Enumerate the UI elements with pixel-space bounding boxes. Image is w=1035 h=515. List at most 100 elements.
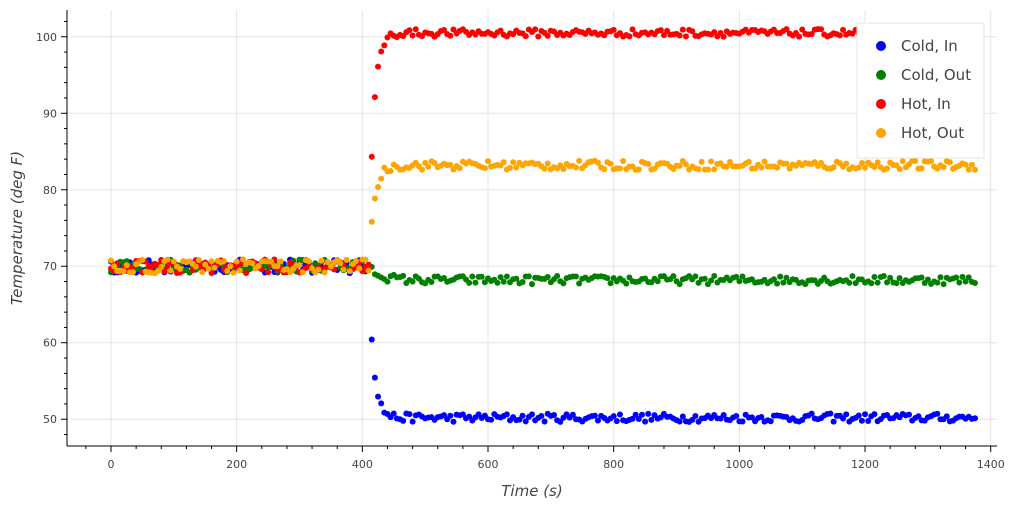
data-point	[519, 412, 526, 419]
legend-label[interactable]: Hot, Out	[901, 124, 964, 142]
data-point	[346, 268, 353, 275]
data-point	[503, 411, 510, 418]
data-point	[406, 411, 413, 418]
data-point	[447, 161, 454, 168]
data-point	[519, 279, 526, 286]
legend-label[interactable]: Hot, In	[901, 95, 951, 113]
data-point	[538, 413, 545, 420]
data-point	[818, 26, 825, 33]
data-point	[616, 165, 623, 172]
data-point	[572, 273, 579, 280]
data-point	[365, 261, 372, 268]
data-point	[679, 26, 686, 33]
data-point	[726, 159, 733, 166]
data-point	[387, 168, 394, 175]
data-point	[610, 413, 617, 420]
data-point	[441, 27, 448, 34]
data-point	[299, 269, 306, 276]
legend-label[interactable]: Cold, In	[901, 37, 958, 55]
data-point	[865, 417, 872, 424]
data-point	[554, 272, 561, 279]
data-point	[123, 262, 130, 269]
data-point	[692, 273, 699, 280]
data-point	[522, 418, 529, 425]
data-point	[205, 265, 212, 272]
legend-label[interactable]: Cold, Out	[901, 66, 971, 84]
data-point	[529, 411, 535, 418]
data-point	[362, 256, 369, 263]
legend-marker	[876, 41, 886, 51]
data-point	[720, 412, 727, 419]
data-point	[968, 161, 975, 168]
data-point	[161, 268, 168, 275]
data-point	[896, 165, 903, 172]
data-point	[447, 412, 454, 419]
data-point	[513, 164, 520, 171]
data-point	[899, 158, 906, 165]
data-point	[711, 29, 718, 36]
data-point	[642, 418, 649, 425]
data-point	[871, 163, 878, 170]
data-point	[774, 164, 781, 171]
data-point	[230, 269, 237, 276]
data-point	[239, 256, 246, 263]
data-point	[268, 258, 275, 265]
data-point	[887, 274, 894, 281]
data-point	[880, 273, 887, 280]
data-point	[384, 278, 391, 285]
data-point	[123, 258, 130, 265]
data-point	[871, 274, 878, 281]
data-point	[607, 280, 614, 287]
x-tick-label: 1400	[977, 458, 1005, 471]
data-point	[676, 162, 683, 169]
data-point	[419, 166, 426, 173]
data-point	[711, 166, 718, 173]
data-point	[221, 258, 228, 265]
data-point	[378, 175, 385, 182]
data-point	[378, 48, 385, 55]
legend[interactable]: Cold, In Cold, Out Hot, In Hot, Out	[856, 22, 985, 159]
data-point	[708, 277, 715, 284]
data-point	[164, 256, 171, 263]
data-point	[535, 33, 542, 40]
x-tick-label: 1000	[725, 458, 753, 471]
data-point	[912, 157, 919, 164]
data-point	[431, 160, 438, 167]
data-point	[704, 166, 711, 173]
data-point	[934, 279, 941, 286]
data-point	[733, 413, 740, 420]
data-point	[928, 158, 935, 165]
data-point	[428, 279, 435, 286]
data-point	[265, 269, 272, 276]
data-point	[129, 269, 136, 276]
data-point	[934, 410, 941, 417]
data-points	[107, 26, 979, 425]
data-point	[381, 42, 388, 49]
data-point	[368, 153, 375, 160]
data-point	[783, 274, 790, 281]
data-point	[758, 164, 765, 171]
data-point	[305, 258, 312, 265]
data-point	[695, 166, 702, 173]
data-point	[767, 418, 774, 425]
data-point	[576, 280, 583, 287]
data-point	[758, 413, 765, 420]
data-point	[594, 159, 601, 166]
x-tick-label: 0	[107, 458, 114, 471]
y-tick-label: 70	[43, 260, 57, 273]
data-point	[736, 278, 743, 285]
data-point	[607, 160, 614, 167]
data-point	[497, 27, 504, 34]
data-point	[211, 264, 218, 271]
data-point	[544, 160, 551, 167]
data-point	[953, 274, 960, 281]
data-point	[544, 273, 551, 280]
data-point	[478, 273, 485, 280]
data-point	[601, 166, 608, 173]
data-point	[906, 411, 913, 418]
data-point	[375, 393, 382, 400]
data-point	[550, 412, 557, 419]
data-point	[576, 157, 583, 164]
data-point	[456, 165, 463, 172]
